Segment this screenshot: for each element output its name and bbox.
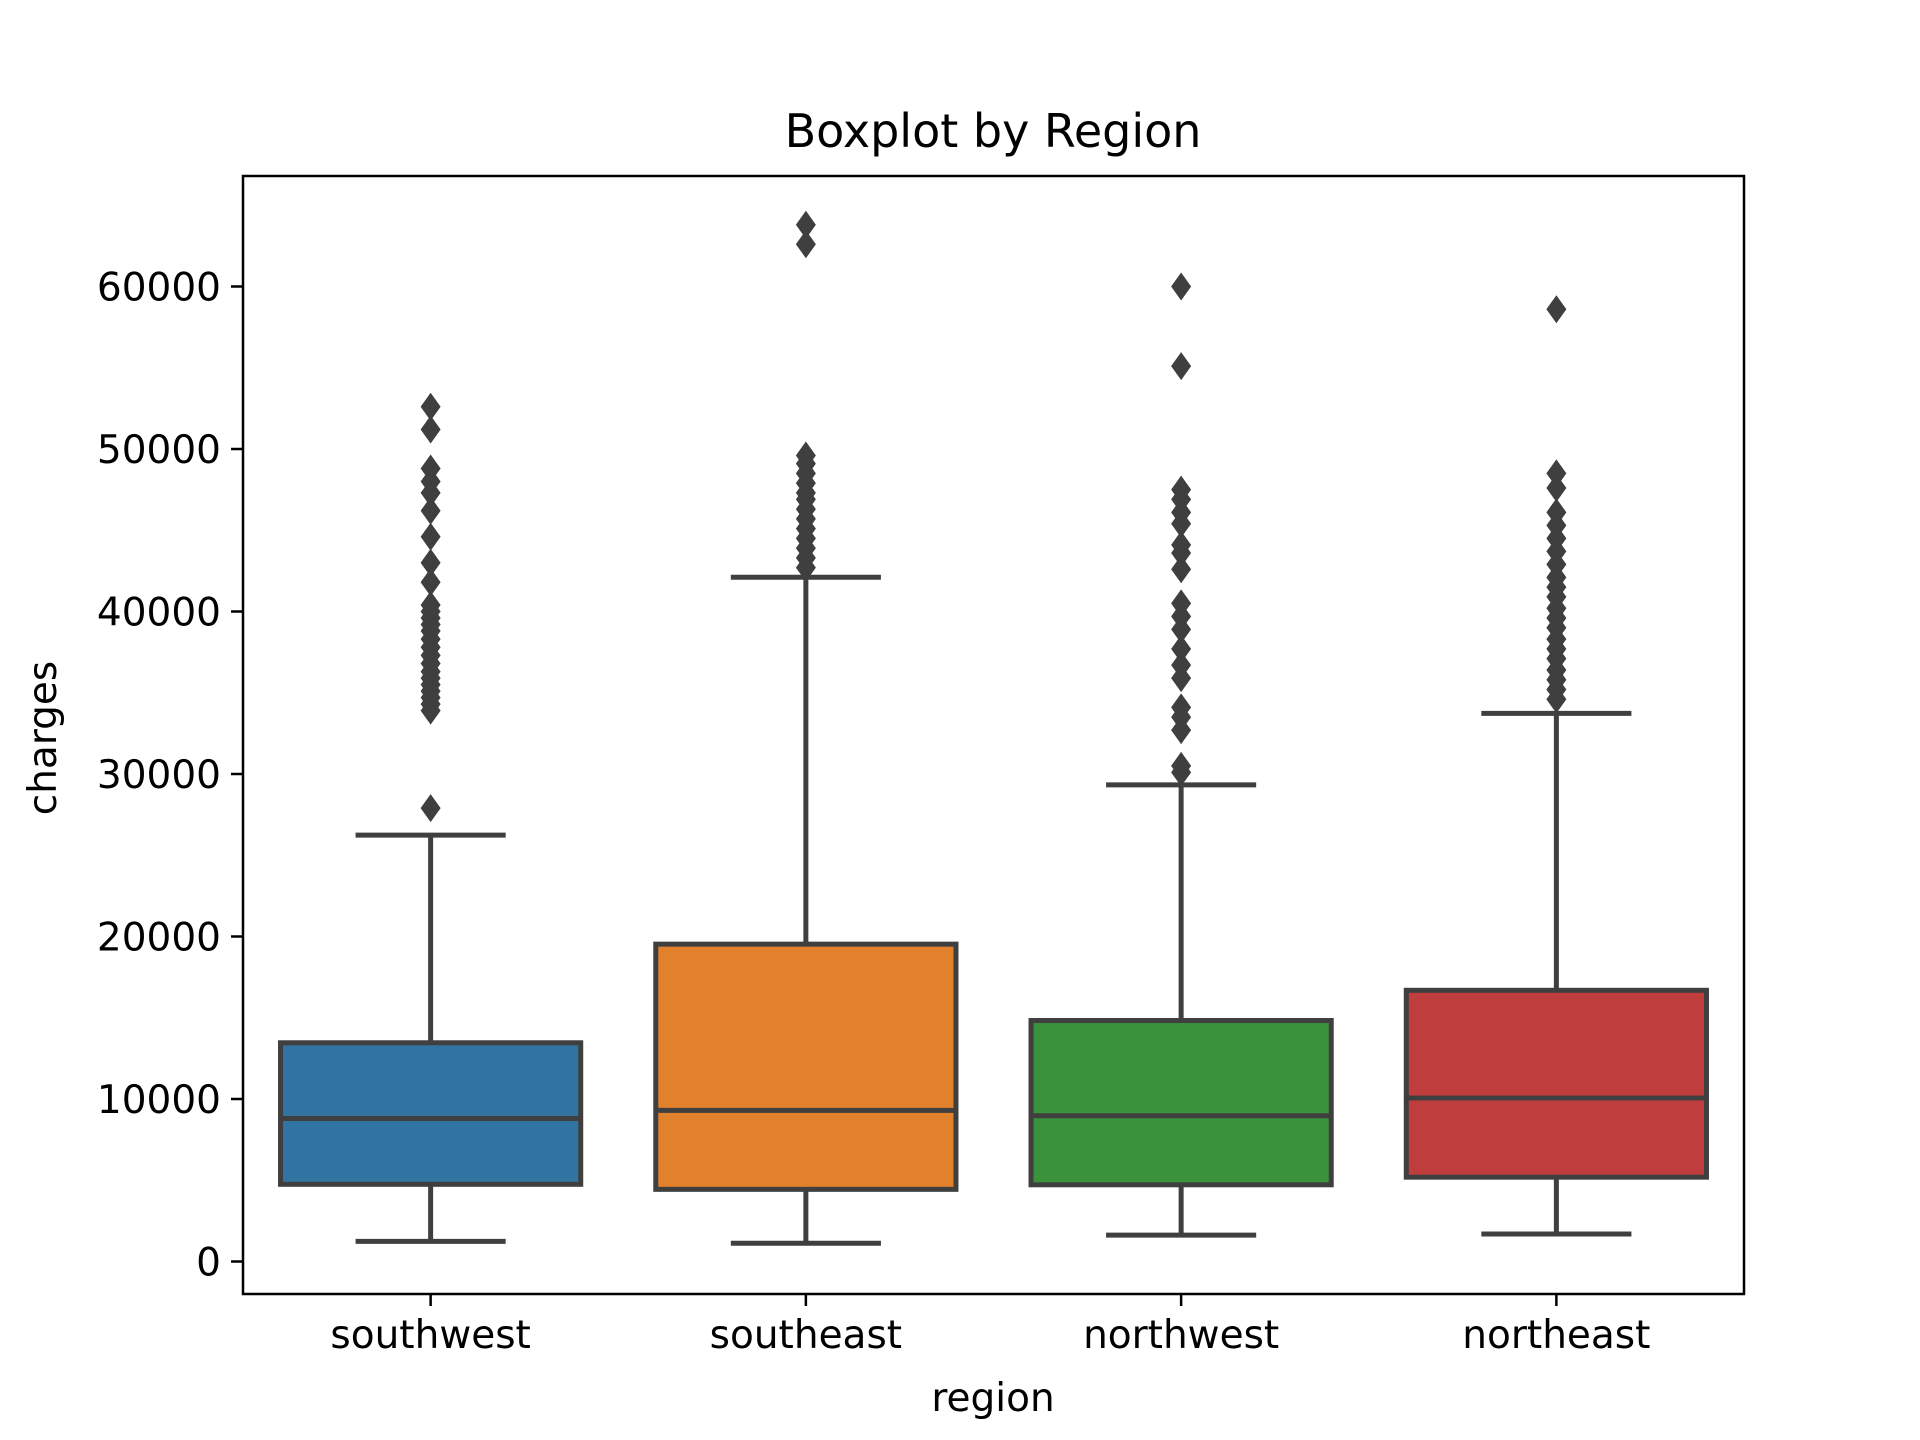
plot-area: 0 10000 20000 30000 40000 50000 60000 southwest… [97, 210, 1709, 1358]
y-tick-label: 40000 [97, 591, 221, 636]
box-southwest [278, 1040, 584, 1187]
outlier-point-southwest [420, 548, 441, 577]
outlier-point-northwest [1171, 751, 1192, 780]
y-tick-label: 10000 [97, 1078, 221, 1123]
outlier-point-southwest [420, 568, 441, 597]
outlier-point-southeast [795, 441, 816, 470]
chart-title: Boxplot by Region [785, 104, 1202, 158]
y-tick-label: 50000 [97, 428, 221, 473]
outlier-point-northwest [1171, 589, 1192, 618]
outlier-point-southwest [420, 794, 441, 823]
outlier-point-southwest [420, 591, 441, 619]
x-tick-label-northeast: northeast [1462, 1313, 1650, 1358]
y-tick-label: 20000 [97, 916, 221, 961]
box-southeast [653, 941, 959, 1192]
x-tick-label-northwest: northwest [1083, 1313, 1279, 1358]
outlier-point-southwest [420, 496, 441, 525]
y-tick-label: 30000 [97, 753, 221, 798]
outlier-point-southeast [795, 230, 816, 259]
outlier-point-northwest [1171, 555, 1192, 584]
outlier-point-southwest [420, 392, 441, 421]
outlier-point-northeast [1546, 474, 1567, 502]
outlier-point-northwest [1171, 475, 1192, 504]
outlier-point-southwest [420, 454, 441, 483]
outlier-point-southeast [795, 210, 816, 239]
outlier-point-southwest [420, 522, 441, 551]
outlier-point-northwest [1171, 352, 1192, 381]
outlier-point-northwest [1171, 530, 1192, 559]
outlier-point-northwest [1171, 651, 1192, 680]
box-northwest [1028, 1018, 1334, 1188]
x-tick-label-southeast: southeast [710, 1313, 902, 1358]
outlier-point-northwest [1171, 693, 1192, 722]
outlier-point-northeast [1546, 295, 1567, 324]
plot-frame [241, 174, 1746, 1296]
x-axis-label: region [931, 1376, 1054, 1421]
y-axis-label: charges [21, 661, 66, 815]
x-tick-label-southwest: southwest [330, 1313, 530, 1358]
outlier-point-northeast [1546, 459, 1567, 488]
box-northeast [1403, 987, 1709, 1180]
y-tick-label: 0 [196, 1241, 221, 1286]
outlier-point-northwest [1171, 634, 1192, 663]
outlier-point-northwest [1171, 272, 1192, 301]
outlier-point-northeast [1546, 498, 1567, 527]
y-tick-label: 60000 [97, 266, 221, 311]
outlier-point-southwest [420, 415, 441, 444]
